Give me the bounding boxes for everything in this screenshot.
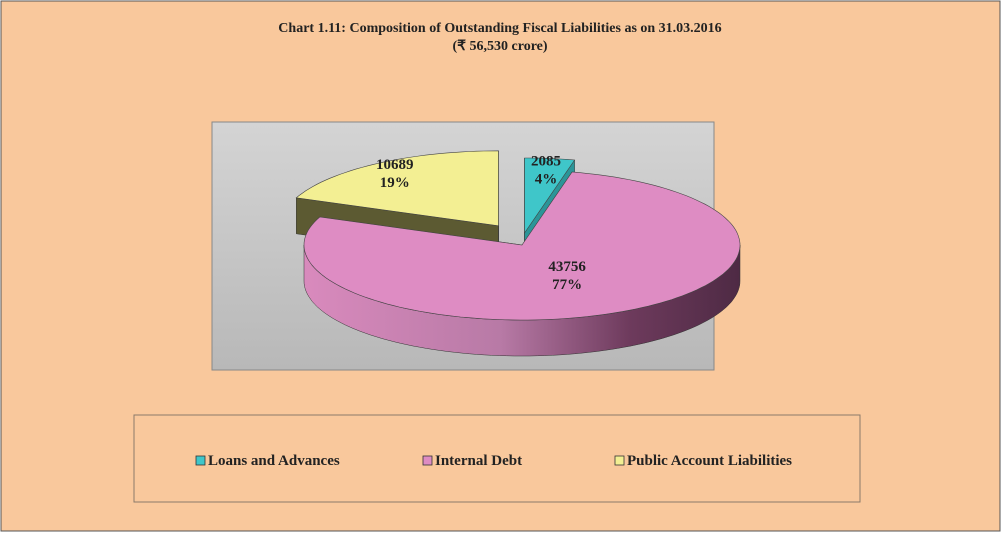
legend-swatch [422,455,433,466]
legend-label: Public Account Liabilities [627,453,792,469]
chart-subtitle: (₹ 56,530 crore) [452,39,547,54]
chart-title: Chart 1.11: Composition of Outstanding F… [278,21,721,36]
legend-label: Internal Debt [435,453,522,469]
data-label: 10689 [376,157,414,173]
slice [303,171,741,321]
pie: 2085 4% 43756 77% 10689 19% [295,150,741,357]
legend-swatch [614,455,625,466]
percent-label: 77% [552,277,582,293]
percent-label: 19% [380,175,410,191]
slice [295,150,499,227]
percent-label: 4% [535,172,558,188]
data-label: 43756 [548,259,586,275]
legend: Loans and Advances Internal Debt Public Ac… [195,453,792,469]
legend-box [133,414,861,503]
legend-label: Loans and Advances [208,453,340,469]
legend-swatch [195,455,206,466]
data-label: 2085 [531,154,561,170]
slice [524,157,576,234]
